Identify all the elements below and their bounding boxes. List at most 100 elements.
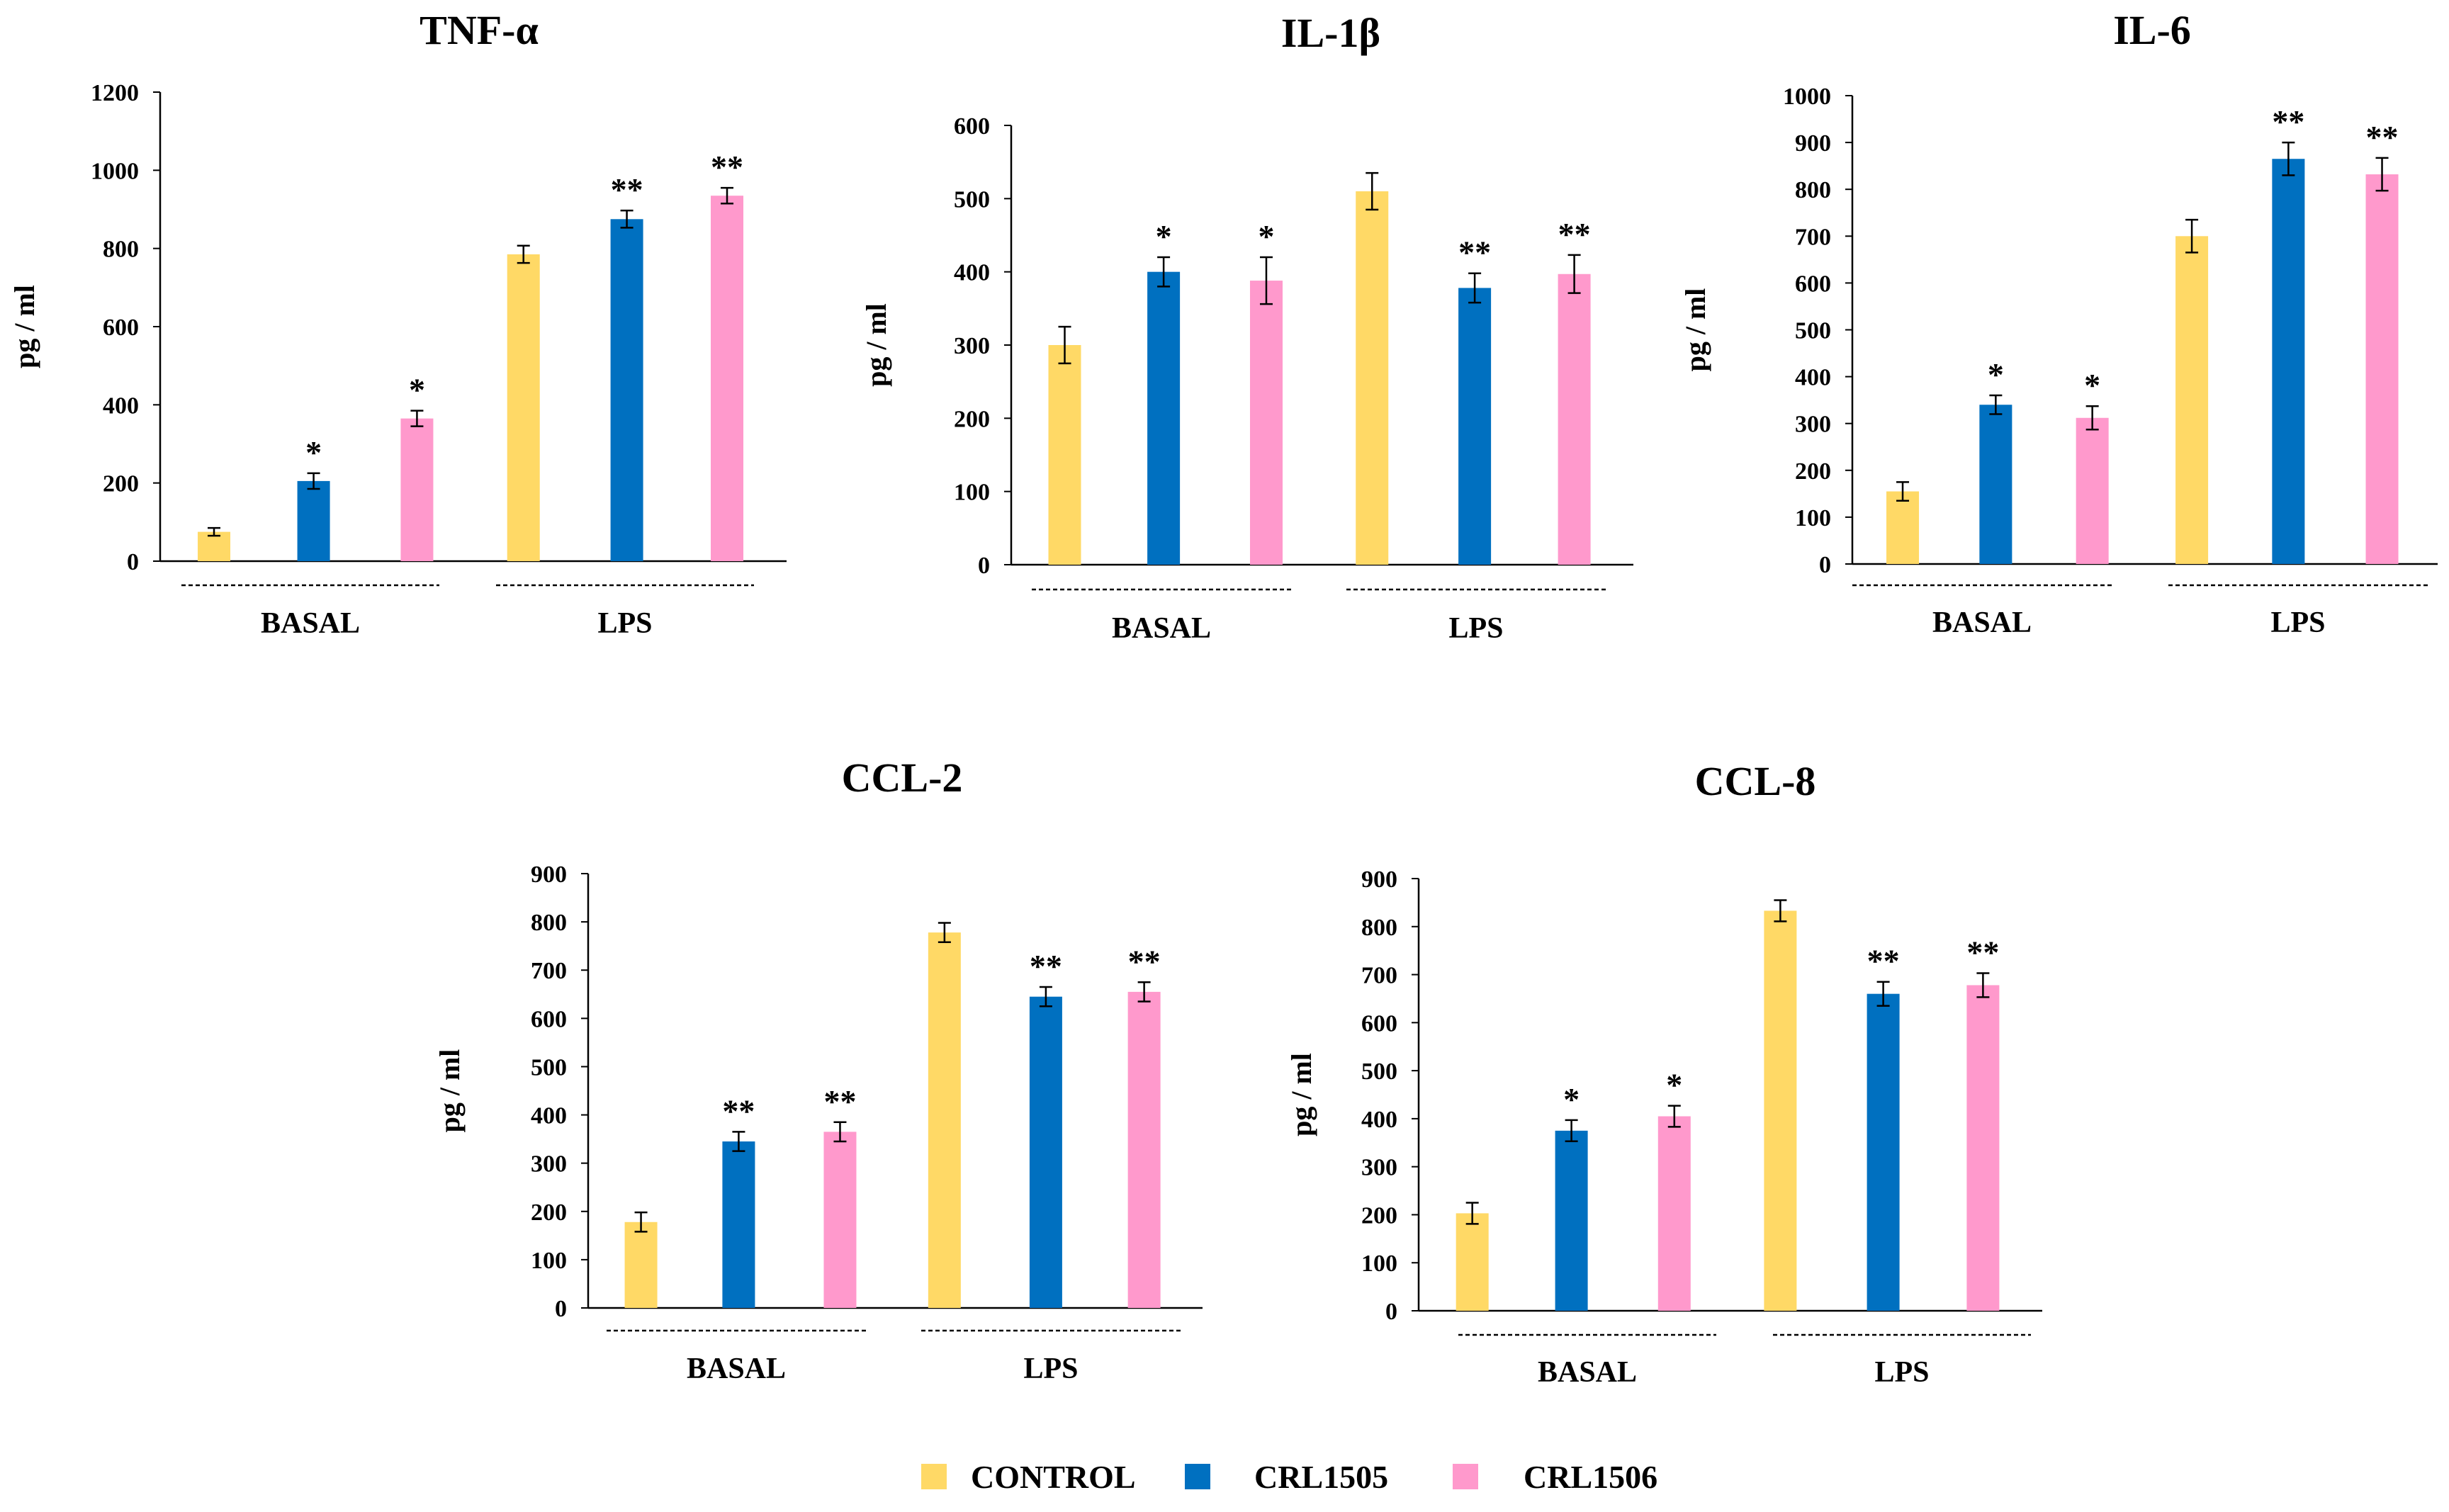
bar-crl1505-lps — [1867, 993, 1900, 1311]
bar-crl1505-basal — [1979, 405, 2012, 564]
chart-0: TNF-αpg / ml020040060080010001200**BASAL… — [9, 7, 787, 640]
bar-crl1505-basal — [297, 480, 330, 561]
bar-crl1506-basal — [400, 418, 434, 561]
legend-swatch-crl1505 — [1185, 1464, 1210, 1489]
group-label-lps: LPS — [1023, 1353, 1078, 1385]
bar-control-lps — [1356, 191, 1389, 565]
group-label-lps: LPS — [1448, 612, 1503, 645]
significance-marker: * — [1563, 1081, 1580, 1117]
bar-crl1506-basal — [823, 1132, 857, 1308]
y-tick-label: 0 — [1385, 1299, 1397, 1325]
significance-marker: ** — [1558, 216, 1591, 252]
bar-control-lps — [1764, 910, 1797, 1311]
significance-marker: * — [1156, 218, 1172, 254]
y-tick-label: 500 — [954, 186, 990, 213]
significance-marker: * — [305, 434, 322, 470]
y-tick-label: 1200 — [91, 80, 139, 106]
y-tick-label: 800 — [531, 910, 567, 936]
group-label-lps: LPS — [1874, 1356, 1929, 1389]
y-tick-label: 800 — [103, 237, 139, 263]
y-tick-label: 900 — [1361, 867, 1397, 893]
y-tick-label: 0 — [555, 1296, 567, 1322]
y-tick-label: 600 — [531, 1006, 567, 1032]
significance-marker: ** — [2366, 119, 2399, 155]
bar-control-basal — [1048, 345, 1081, 565]
legend-swatch-control — [921, 1464, 947, 1489]
chart-title: CCL-8 — [1695, 758, 1816, 804]
y-tick-label: 0 — [1819, 552, 1831, 578]
significance-marker: ** — [611, 171, 643, 208]
y-tick-label: 600 — [1795, 271, 1831, 297]
y-tick-label: 200 — [1795, 458, 1831, 485]
y-tick-label: 800 — [1795, 177, 1831, 203]
y-tick-label: 500 — [1795, 318, 1831, 344]
chart-title: TNF-α — [420, 7, 539, 53]
y-tick-label: 500 — [531, 1054, 567, 1081]
y-axis-label: pg / ml — [860, 303, 892, 387]
group-label-basal: BASAL — [1112, 612, 1211, 645]
chart-title: IL-6 — [2113, 7, 2191, 53]
legend-swatch-crl1506 — [1453, 1464, 1478, 1489]
y-tick-label: 700 — [1361, 963, 1397, 989]
bar-crl1506-lps — [711, 196, 744, 562]
bar-control-basal — [1886, 491, 1920, 564]
y-tick-label: 0 — [127, 549, 139, 575]
group-label-basal: BASAL — [1538, 1356, 1637, 1389]
legend-label-crl1505: CRL1505 — [1254, 1459, 1388, 1495]
bar-crl1505-lps — [2272, 159, 2305, 565]
y-tick-label: 400 — [103, 393, 139, 419]
y-tick-label: 200 — [1361, 1202, 1397, 1229]
y-tick-label: 100 — [1795, 505, 1831, 531]
significance-marker: ** — [823, 1083, 856, 1119]
y-tick-label: 600 — [103, 315, 139, 341]
y-tick-label: 0 — [978, 553, 990, 579]
bar-crl1505-basal — [1147, 271, 1181, 565]
significance-marker: ** — [2272, 103, 2304, 140]
charts-layer: TNF-αpg / ml020040060080010001200**BASAL… — [9, 7, 2438, 1389]
chart-2: IL-6 pg / ml 0 100 200 300 400 500 600 700 800 900 1… — [1679, 7, 2438, 639]
y-tick-label: 1000 — [1783, 84, 1831, 110]
group-label-lps: LPS — [2270, 607, 2325, 639]
bar-control-basal — [198, 531, 231, 561]
y-tick-label: 200 — [531, 1200, 567, 1226]
bar-crl1506-lps — [1127, 991, 1161, 1308]
y-axis-label: pg / ml — [434, 1049, 466, 1133]
bar-crl1506-basal — [1657, 1116, 1691, 1311]
group-label-basal: BASAL — [261, 607, 360, 640]
group-label-basal: BASAL — [687, 1353, 786, 1385]
y-axis-label: pg / ml — [1679, 288, 1711, 372]
bar-crl1505-basal — [1555, 1130, 1588, 1311]
bar-crl1505-lps — [1029, 996, 1062, 1308]
y-tick-label: 300 — [1795, 412, 1831, 438]
significance-marker: ** — [1458, 235, 1491, 271]
y-tick-label: 400 — [531, 1103, 567, 1129]
y-tick-label: 600 — [954, 113, 990, 140]
bar-crl1506-basal — [2076, 417, 2109, 564]
significance-marker: ** — [1030, 948, 1062, 984]
significance-marker: ** — [1966, 935, 1999, 971]
legend: CONTROL CRL1505 CRL1506 — [921, 1459, 1657, 1495]
bar-crl1505-lps — [1458, 288, 1492, 565]
significance-marker: ** — [1128, 943, 1161, 979]
y-tick-label: 500 — [1361, 1059, 1397, 1085]
significance-marker: ** — [722, 1093, 755, 1129]
chart-4: CCL-8 pg / ml 0 100 200 300 400 500 600 700 800 900… — [1285, 758, 2042, 1389]
bar-crl1505-basal — [722, 1141, 755, 1308]
y-tick-label: 600 — [1361, 1010, 1397, 1037]
bar-control-basal — [624, 1222, 658, 1308]
bar-control-lps — [507, 254, 540, 561]
significance-marker: * — [1988, 356, 2004, 393]
bar-control-basal — [1456, 1213, 1489, 1311]
group-label-lps: LPS — [597, 607, 652, 640]
y-axis-label: pg / ml — [1285, 1053, 1317, 1136]
significance-marker: * — [409, 372, 425, 408]
significance-marker: * — [1666, 1067, 1682, 1103]
y-tick-label: 100 — [954, 480, 990, 506]
y-tick-label: 700 — [1795, 224, 1831, 250]
significance-marker: * — [2084, 367, 2100, 403]
significance-marker: ** — [1867, 943, 1900, 979]
significance-marker: ** — [711, 149, 743, 185]
y-tick-label: 700 — [531, 958, 567, 984]
